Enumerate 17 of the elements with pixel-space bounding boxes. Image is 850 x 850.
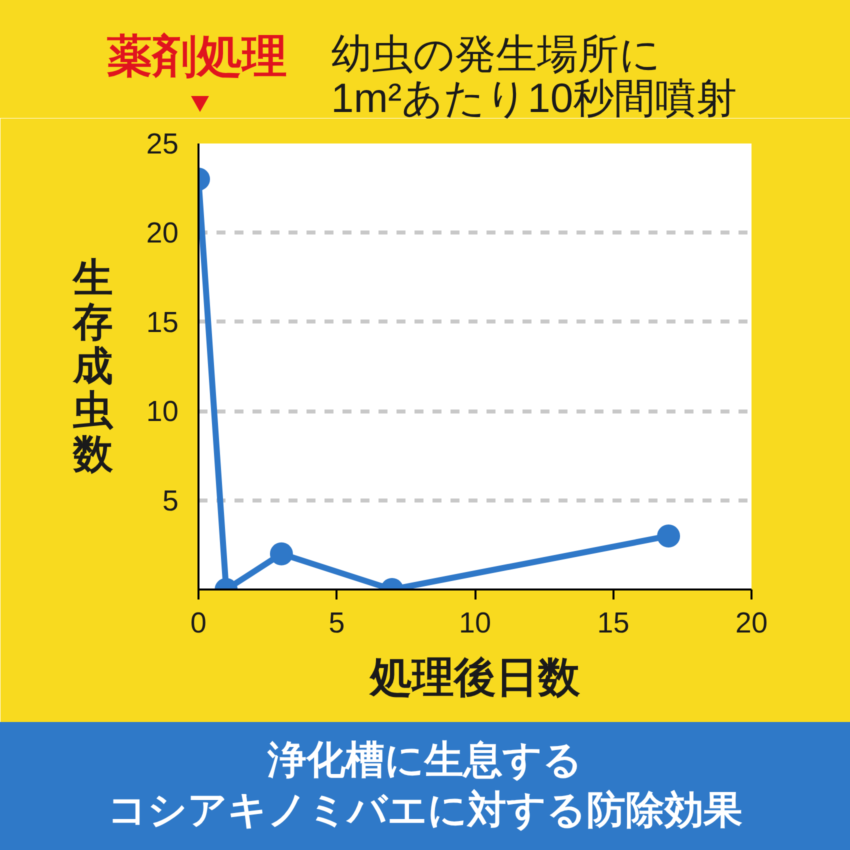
x-tick-label: 0: [190, 608, 207, 640]
text: コシアキノミバエに対する防除効果: [108, 788, 742, 834]
x-tick-label: 15: [597, 608, 630, 640]
x-tick-label: 5: [328, 608, 345, 640]
y-tick-label: 25: [146, 128, 179, 160]
text: 幼虫の発生場所に: [331, 31, 661, 77]
y-tick-label: 5: [162, 485, 179, 518]
text: 薬剤処理: [107, 30, 287, 82]
y-axis-title: 生存成虫数: [72, 256, 114, 476]
y-tick-label: 15: [146, 306, 179, 339]
text: 1m²あたり10秒間噴射: [331, 75, 738, 121]
y-tick-label: 10: [146, 396, 179, 428]
x-axis-title: 処理後日数: [368, 654, 581, 700]
x-tick-label: 20: [735, 608, 768, 640]
text: 浄化槽に生息する: [268, 738, 582, 784]
x-tick-label: 10: [458, 608, 492, 640]
y-tick-label: 20: [146, 218, 179, 250]
